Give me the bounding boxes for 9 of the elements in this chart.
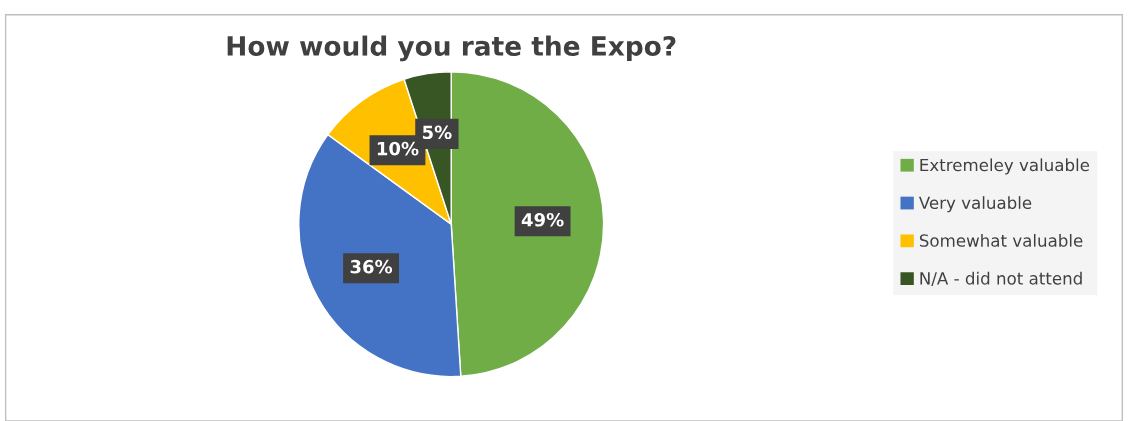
legend-label: N/A - did not attend (920, 271, 1082, 286)
data-label: 5% (422, 125, 452, 140)
data-label: 49% (521, 212, 564, 227)
legend-label: Very valuable (918, 196, 1032, 213)
data-label: 10% (377, 141, 419, 156)
legend-label: Extremeley valuable (920, 158, 1090, 175)
data-label: 36% (350, 259, 393, 274)
legend-label: Somewhat valuable (919, 233, 1083, 247)
chart-title: How would you rate the Expo? (227, 35, 676, 62)
